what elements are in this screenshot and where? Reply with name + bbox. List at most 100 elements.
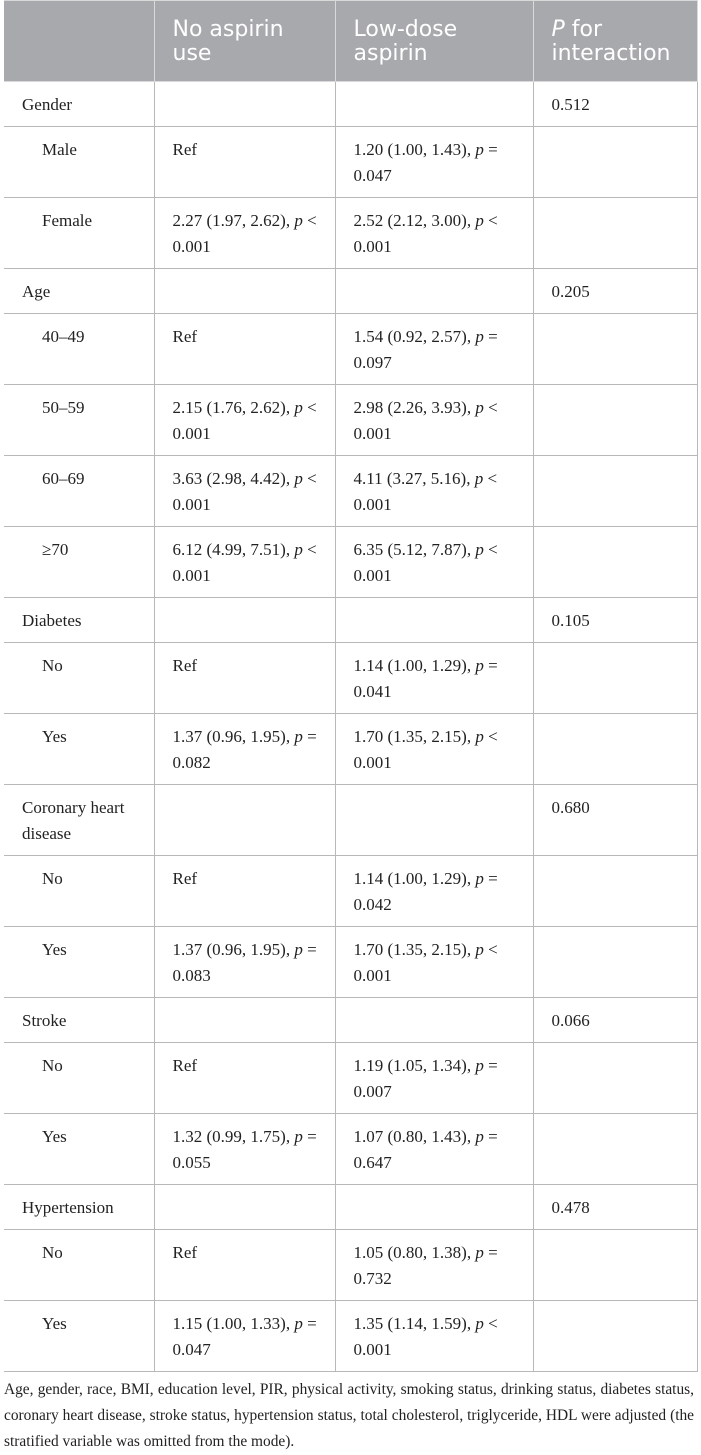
low-dose-cell: 1.19 (1.05, 1.34), p = 0.007	[334, 1042, 534, 1114]
low-dose-cell	[334, 268, 534, 314]
no-aspirin-cell	[153, 81, 336, 127]
row-label: ≥70	[4, 526, 155, 598]
low-dose-cell	[334, 81, 534, 127]
no-aspirin-cell: 2.15 (1.76, 2.62), p < 0.001	[153, 384, 336, 456]
row-label: Diabetes	[4, 597, 155, 643]
header-p-letter: P	[551, 17, 565, 42]
row-label: Yes	[4, 926, 155, 998]
header-p-rest: for interaction	[551, 17, 671, 66]
no-aspirin-cell	[153, 784, 336, 856]
table-row: No Ref 1.14 (1.00, 1.29), p = 0.041	[4, 642, 698, 714]
table-group-row: Hypertension 0.478	[4, 1184, 698, 1230]
low-dose-cell: 1.05 (0.80, 1.38), p = 0.732	[334, 1229, 534, 1301]
row-label: No	[4, 1042, 155, 1114]
no-aspirin-cell: 2.27 (1.97, 2.62), p < 0.001	[153, 197, 336, 269]
no-aspirin-cell: 1.15 (1.00, 1.33), p = 0.047	[153, 1300, 336, 1372]
row-label: Coronary heart disease	[4, 784, 155, 856]
low-dose-cell: 2.52 (2.12, 3.00), p < 0.001	[334, 197, 534, 269]
low-dose-cell	[334, 784, 534, 856]
p-interaction-cell	[532, 1229, 698, 1301]
row-label: Yes	[4, 713, 155, 785]
row-label: Male	[4, 126, 155, 198]
row-label: 40–49	[4, 313, 155, 385]
p-interaction-cell: 0.512	[532, 81, 698, 127]
p-interaction-cell	[532, 384, 698, 456]
row-label: Stroke	[4, 997, 155, 1043]
low-dose-cell	[334, 1184, 534, 1230]
low-dose-cell	[334, 597, 534, 643]
row-label: No	[4, 855, 155, 927]
table-group-row: Stroke 0.066	[4, 997, 698, 1043]
table-row: No Ref 1.14 (1.00, 1.29), p = 0.042	[4, 855, 698, 927]
p-interaction-cell	[532, 526, 698, 598]
table-row: Female 2.27 (1.97, 2.62), p < 0.001 2.52 (…	[4, 197, 698, 269]
table-header-row: No aspirin use Low-dose aspirin P for in…	[4, 0, 698, 82]
header-p-interaction: P for interaction	[532, 0, 698, 82]
table-row: ≥70 6.12 (4.99, 7.51), p < 0.001 6.35 (5.1…	[4, 526, 698, 598]
low-dose-cell	[334, 997, 534, 1043]
p-interaction-cell	[532, 1042, 698, 1114]
low-dose-cell: 1.54 (0.92, 2.57), p = 0.097	[334, 313, 534, 385]
p-interaction-cell	[532, 855, 698, 927]
row-label: Age	[4, 268, 155, 314]
row-label: Hypertension	[4, 1184, 155, 1230]
p-interaction-cell	[532, 197, 698, 269]
row-label: Gender	[4, 81, 155, 127]
low-dose-cell: 2.98 (2.26, 3.93), p < 0.001	[334, 384, 534, 456]
no-aspirin-cell: Ref	[153, 642, 336, 714]
p-interaction-cell	[532, 455, 698, 527]
p-interaction-cell	[532, 642, 698, 714]
low-dose-cell: 1.07 (0.80, 1.43), p = 0.647	[334, 1113, 534, 1185]
low-dose-cell: 6.35 (5.12, 7.87), p < 0.001	[334, 526, 534, 598]
no-aspirin-cell: Ref	[153, 855, 336, 927]
low-dose-cell: 1.14 (1.00, 1.29), p = 0.041	[334, 642, 534, 714]
no-aspirin-cell	[153, 997, 336, 1043]
no-aspirin-cell: 1.37 (0.96, 1.95), p = 0.083	[153, 926, 336, 998]
header-low-dose-aspirin: Low-dose aspirin	[334, 0, 534, 82]
p-interaction-cell	[532, 313, 698, 385]
table-row: Yes 1.15 (1.00, 1.33), p = 0.047 1.35 (1.1…	[4, 1300, 698, 1372]
p-interaction-cell: 0.066	[532, 997, 698, 1043]
p-interaction-cell	[532, 713, 698, 785]
table-row: 50–59 2.15 (1.76, 2.62), p < 0.001 2.98 (2…	[4, 384, 698, 456]
table-row: No Ref 1.19 (1.05, 1.34), p = 0.007	[4, 1042, 698, 1114]
p-interaction-cell: 0.205	[532, 268, 698, 314]
table-group-row: Coronary heart disease 0.680	[4, 784, 698, 856]
table-group-row: Gender 0.512	[4, 81, 698, 127]
low-dose-cell: 1.20 (1.00, 1.43), p = 0.047	[334, 126, 534, 198]
header-no-aspirin: No aspirin use	[153, 0, 336, 82]
header-subgroup	[4, 0, 155, 82]
low-dose-cell: 1.35 (1.14, 1.59), p < 0.001	[334, 1300, 534, 1372]
results-table: No aspirin use Low-dose aspirin P for in…	[4, 0, 698, 1372]
table-row: Yes 1.37 (0.96, 1.95), p = 0.082 1.70 (1.3…	[4, 713, 698, 785]
row-label: Yes	[4, 1300, 155, 1372]
no-aspirin-cell: 6.12 (4.99, 7.51), p < 0.001	[153, 526, 336, 598]
p-interaction-cell: 0.478	[532, 1184, 698, 1230]
low-dose-cell: 1.14 (1.00, 1.29), p = 0.042	[334, 855, 534, 927]
row-label: No	[4, 1229, 155, 1301]
p-interaction-cell: 0.105	[532, 597, 698, 643]
table-group-row: Age 0.205	[4, 268, 698, 314]
table-footnote: Age, gender, race, BMI, education level,…	[4, 1381, 694, 1451]
p-interaction-cell	[532, 1113, 698, 1185]
table-row: No Ref 1.05 (0.80, 1.38), p = 0.732	[4, 1229, 698, 1301]
table-row: 60–69 3.63 (2.98, 4.42), p < 0.001 4.11 (3…	[4, 455, 698, 527]
no-aspirin-cell: Ref	[153, 313, 336, 385]
row-label: Female	[4, 197, 155, 269]
no-aspirin-cell: Ref	[153, 126, 336, 198]
table-group-row: Diabetes 0.105	[4, 597, 698, 643]
low-dose-cell: 1.70 (1.35, 2.15), p < 0.001	[334, 713, 534, 785]
p-interaction-cell	[532, 926, 698, 998]
low-dose-cell: 1.70 (1.35, 2.15), p < 0.001	[334, 926, 534, 998]
table-row: 40–49 Ref 1.54 (0.92, 2.57), p = 0.097	[4, 313, 698, 385]
no-aspirin-cell: 1.32 (0.99, 1.75), p = 0.055	[153, 1113, 336, 1185]
row-label: 60–69	[4, 455, 155, 527]
low-dose-cell: 4.11 (3.27, 5.16), p < 0.001	[334, 455, 534, 527]
no-aspirin-cell	[153, 268, 336, 314]
no-aspirin-cell	[153, 597, 336, 643]
no-aspirin-cell: Ref	[153, 1042, 336, 1114]
p-interaction-cell	[532, 126, 698, 198]
table-row: Yes 1.32 (0.99, 1.75), p = 0.055 1.07 (0.8…	[4, 1113, 698, 1185]
row-label: No	[4, 642, 155, 714]
no-aspirin-cell	[153, 1184, 336, 1230]
